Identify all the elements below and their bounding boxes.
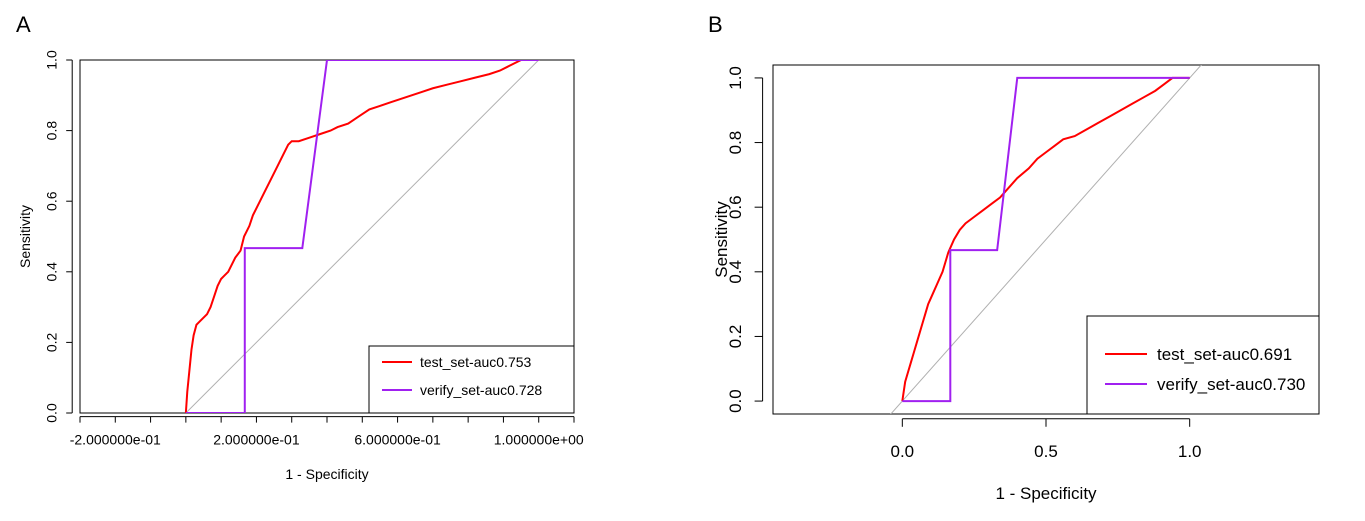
series-line-test-set [901,76,1190,402]
legend-entry-label: test_set-auc0.753 [420,354,532,370]
series-line-verify-set [902,76,1190,403]
series-line-verify-set [185,60,539,413]
x-tick-label: -2.000000e-01 [70,432,161,448]
panel-letter: B [708,12,723,37]
x-axis-title: 1 - Specificity [285,466,368,482]
y-tick-label: 1.0 [43,50,59,70]
panel-a: A 0.0 0.2 0.4 0.6 0.8 1.0 -2.000000e-01 2.000000… [16,12,584,482]
y-tick-label: 0.8 [43,121,59,141]
y-tick-label: 0.4 [43,262,59,282]
x-tick-label: 0.0 [890,442,914,461]
x-tick-label: 6.000000e-01 [354,432,441,448]
x-tick-label: 1.000000e+00 [494,432,584,448]
legend: test_set-auc0.753 verify_set-auc0.728 [368,345,575,414]
x-tick-label: 0.5 [1034,442,1058,461]
y-tick-label: 0.2 [726,325,745,349]
legend-box [368,345,575,414]
legend-entry-label: verify_set-auc0.728 [420,382,542,398]
y-tick-label: 0.6 [43,191,59,211]
legend: test_set-auc0.691 verify_set-auc0.730 [1086,315,1320,415]
panel-b: B 0.0 0.2 0.4 0.6 0.8 1.0 0.0 0.5 1.0 1 - Specific… [708,12,1320,503]
y-tick-label: 1.0 [726,66,745,90]
x-tick-label: 2.000000e-01 [213,432,300,448]
plot-frame [772,64,1320,415]
series-line-test-set [184,60,539,413]
y-tick-label: 0.6 [726,195,745,219]
x-axis-title: 1 - Specificity [995,484,1097,503]
y-axis-title: Sensitivity [712,201,731,278]
y-tick-label: 0.8 [726,131,745,155]
y-axis-title: Sensitivity [17,205,33,268]
y-tick-label: 0.0 [43,403,59,423]
x-tick-label: 1.0 [1178,442,1202,461]
y-tick-label: 0.4 [726,260,745,284]
diagonal-reference-line [185,60,540,413]
legend-entry-label: test_set-auc0.691 [1157,345,1292,364]
legend-box [1086,315,1320,415]
y-tick-label: 0.2 [43,332,59,352]
panel-letter: A [16,12,31,37]
legend-entry-label: verify_set-auc0.730 [1157,375,1305,394]
diagonal-reference-line [890,65,1202,414]
y-tick-label: 0.0 [726,389,745,413]
